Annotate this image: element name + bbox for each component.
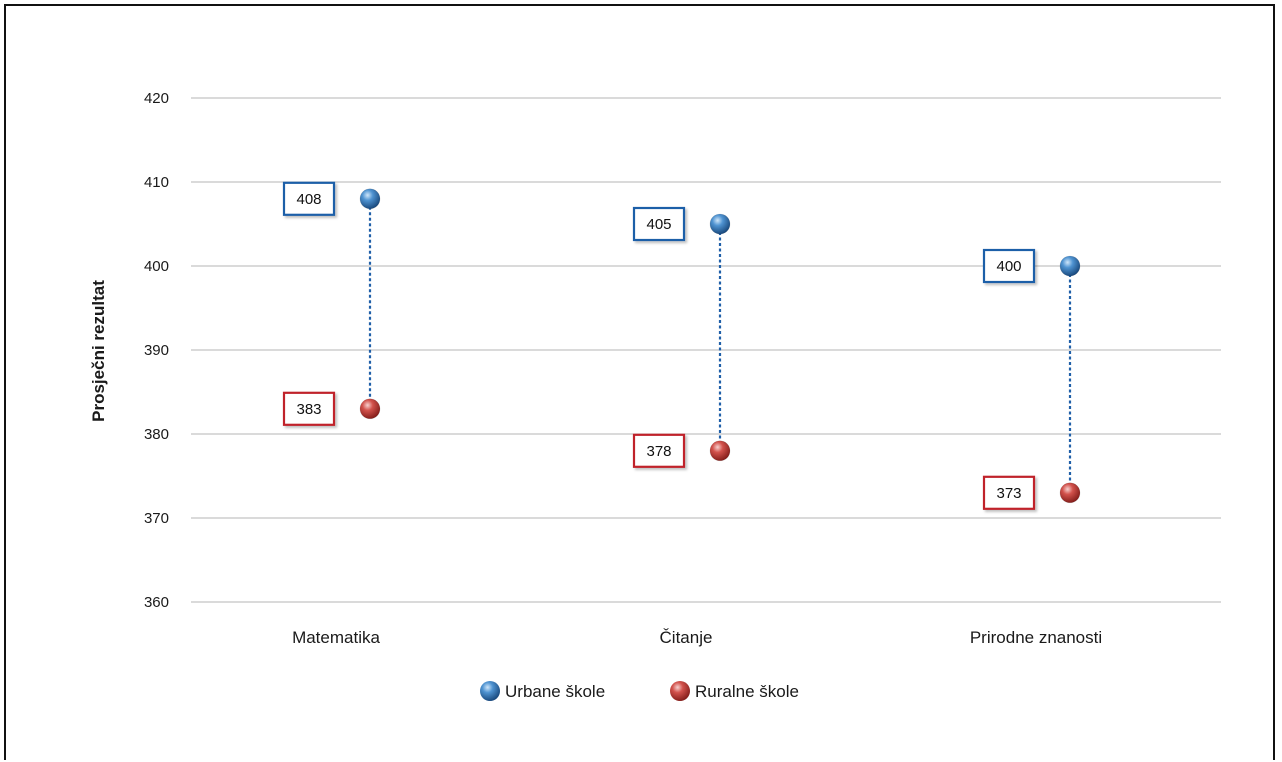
data-label: 383 [296, 401, 321, 418]
data-label: 408 [296, 191, 321, 208]
data-label: 373 [996, 485, 1021, 502]
legend: Urbane škole Ruralne škole [480, 681, 799, 701]
data-point [359, 188, 381, 210]
x-axis-category-labels: Matematika Čitanje Prirodne znanosti [292, 628, 1102, 647]
data-label-box: 408 [282, 181, 336, 216]
data-point [1059, 482, 1081, 504]
y-tick-label: 420 [144, 90, 169, 107]
data-label: 378 [646, 443, 671, 460]
legend-item: Urbane škole [480, 681, 605, 701]
legend-label: Ruralne škole [695, 682, 799, 701]
y-axis-title: Prosječni rezultat [89, 280, 108, 422]
data-points [359, 188, 1081, 504]
gridlines [191, 97, 1221, 603]
legend-label: Urbane škole [505, 682, 605, 701]
legend-item: Ruralne škole [670, 681, 799, 701]
y-tick-label: 380 [144, 426, 169, 443]
x-category-label: Matematika [292, 628, 380, 647]
legend-marker-icon [480, 681, 500, 701]
data-label-box: 405 [632, 206, 686, 242]
data-point [359, 398, 381, 420]
data-point [709, 213, 731, 235]
y-tick-label: 400 [144, 258, 169, 275]
data-label: 400 [996, 258, 1021, 275]
chart-frame: 360 370 380 390 400 410 420 Prosječni rezultat… [4, 4, 1275, 760]
data-point [709, 440, 731, 462]
y-tick-label: 370 [144, 510, 169, 527]
x-category-label: Čitanje [660, 628, 713, 647]
y-axis-tick-labels: 360 370 380 390 400 410 420 [144, 90, 169, 611]
y-tick-label: 410 [144, 174, 169, 191]
y-tick-label: 360 [144, 594, 169, 611]
y-tick-label: 390 [144, 342, 169, 359]
connectors [368, 206, 1072, 485]
data-label-box: 383 [282, 391, 336, 426]
dumbbell-chart: 360 370 380 390 400 410 420 Prosječni rezultat… [89, 90, 1221, 701]
x-category-label: Prirodne znanosti [970, 628, 1102, 647]
data-point [1059, 255, 1081, 277]
legend-marker-icon [670, 681, 690, 701]
data-labels: 408 405 400 383 378 373 [282, 181, 1036, 510]
data-label-box: 400 [982, 248, 1036, 284]
data-label-box: 378 [632, 433, 686, 468]
data-label: 405 [646, 216, 671, 233]
data-label-box: 373 [982, 475, 1036, 510]
